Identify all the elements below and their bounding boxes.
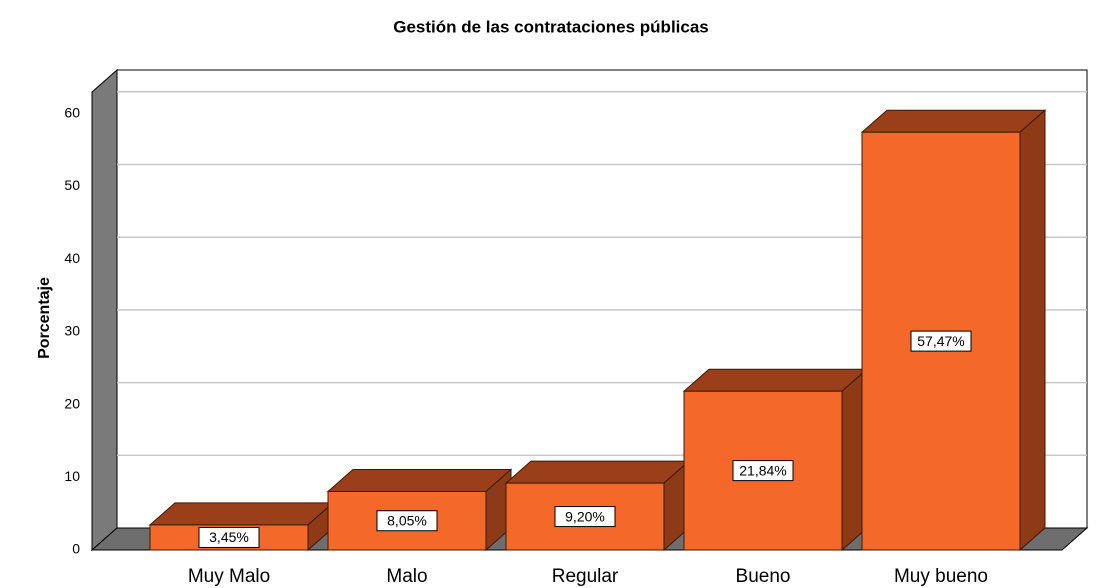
x-tick-label: Muy bueno <box>894 566 988 587</box>
left-wall <box>91 68 118 552</box>
value-label-box <box>554 506 616 528</box>
value-label-box <box>732 460 794 482</box>
y-tick-label: 50 <box>64 177 80 193</box>
bar-top <box>148 502 335 526</box>
value-label-box <box>910 330 972 352</box>
bar-top <box>682 368 869 392</box>
y-tick-label: 30 <box>64 323 80 339</box>
value-label-box <box>376 510 438 532</box>
y-axis-label: Porcentaje <box>36 277 53 359</box>
y-tick-label: 0 <box>72 541 80 557</box>
value-label: 3,45% <box>209 529 249 545</box>
y-tick-label: 40 <box>64 250 80 266</box>
chart-title: Gestión de las contrataciones públicas <box>393 17 709 36</box>
value-label: 8,05% <box>387 512 427 528</box>
x-tick-label: Malo <box>386 566 427 587</box>
x-tick-label: Bueno <box>736 566 791 587</box>
x-tick-label: Muy Malo <box>188 566 270 587</box>
y-tick-label: 10 <box>64 468 80 484</box>
value-label: 9,20% <box>565 508 605 524</box>
bar-top <box>504 460 691 484</box>
value-label: 57,47% <box>917 333 964 349</box>
value-label: 21,84% <box>739 462 786 478</box>
bar-side <box>1019 109 1046 552</box>
value-label-box <box>198 526 260 548</box>
x-tick-label: Regular <box>552 566 619 587</box>
bar-top <box>860 109 1047 133</box>
y-tick-label: 60 <box>64 105 80 121</box>
y-tick-label: 20 <box>64 395 80 411</box>
bar-top <box>326 468 513 492</box>
